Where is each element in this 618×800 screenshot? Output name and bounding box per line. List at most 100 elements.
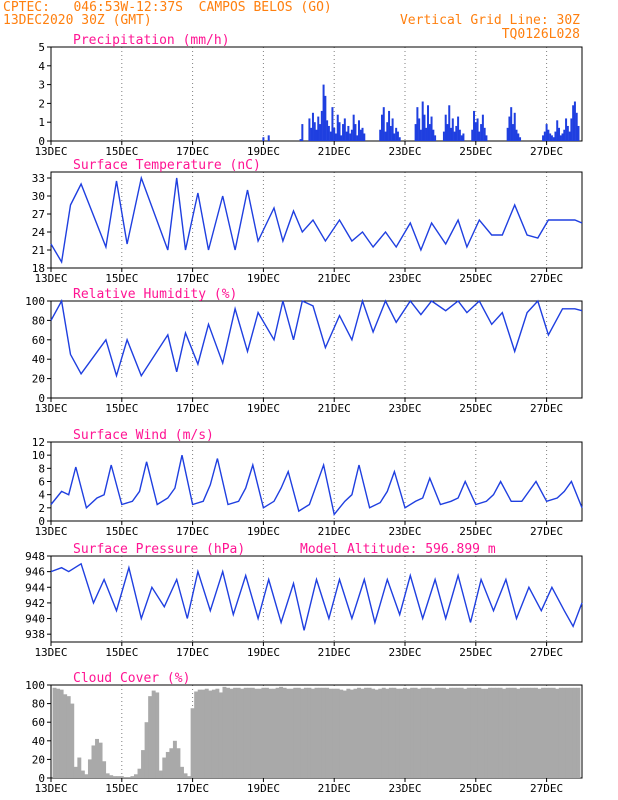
- x-tick-label: 15DEC: [105, 145, 138, 158]
- y-tick-label: 948: [25, 550, 45, 563]
- cloud-bar: [119, 776, 124, 778]
- cloud-bar: [544, 687, 549, 778]
- precip-bar: [389, 125, 392, 141]
- cloud-bar: [523, 687, 528, 778]
- series-line: [50, 455, 583, 516]
- cloud-bar: [342, 690, 347, 778]
- precip-bar: [575, 112, 578, 141]
- cloud-bar: [162, 757, 167, 778]
- cloud-bar: [346, 688, 351, 778]
- precip-bar: [320, 110, 323, 141]
- precip-bar: [430, 116, 433, 141]
- precip-bar: [380, 114, 383, 141]
- cloud-bar: [328, 688, 333, 778]
- x-tick-label: 13DEC: [34, 646, 67, 659]
- cloud-bar: [268, 688, 273, 778]
- precip-bar: [342, 124, 345, 141]
- panel-frame: [50, 441, 583, 522]
- precip-bar: [414, 124, 417, 141]
- precip-bar: [308, 118, 311, 141]
- cloud-bar: [300, 688, 305, 778]
- x-tick-label: 13DEC: [34, 145, 67, 158]
- x-tick-label: 13DEC: [34, 525, 67, 538]
- precip-bar: [379, 129, 382, 141]
- precip-bar: [427, 105, 430, 141]
- cloud-bar: [417, 688, 422, 778]
- precip-bar: [513, 112, 516, 141]
- precip-bar: [349, 133, 352, 141]
- cloud-bar: [314, 687, 319, 778]
- precip-bar: [428, 124, 431, 141]
- y-tick-label: 6: [38, 476, 45, 489]
- precip-bar: [434, 135, 437, 141]
- cloud-bar: [307, 687, 312, 778]
- precip-bar: [322, 84, 325, 141]
- cloud-bar: [187, 776, 192, 778]
- cloud-bar: [98, 742, 103, 778]
- cloud-bar: [565, 687, 570, 778]
- cloud-bar: [240, 688, 245, 778]
- precip-bar: [572, 105, 575, 141]
- precip-bar: [483, 127, 486, 141]
- panel-annotation: Model Altitude: 596.899 m: [300, 542, 496, 557]
- y-tick-label: 27: [32, 208, 45, 221]
- precip-bar: [327, 125, 330, 141]
- x-tick-label: 17DEC: [176, 145, 209, 158]
- x-tick-label: 17DEC: [176, 782, 209, 795]
- y-tick-label: 1: [38, 116, 45, 129]
- precip-bar: [338, 122, 341, 141]
- cloud-bar: [498, 687, 503, 778]
- y-tick-label: 80: [32, 698, 45, 711]
- precip-bar: [345, 131, 348, 141]
- panel-frame: [50, 46, 583, 142]
- cloud-bar: [236, 687, 241, 778]
- x-tick-label: 17DEC: [176, 525, 209, 538]
- precip-bar: [559, 135, 562, 141]
- precip-bar: [547, 129, 550, 141]
- cloud-bar: [66, 696, 71, 778]
- precip-bar: [382, 107, 385, 141]
- cloud-bar: [318, 687, 323, 778]
- cloud-bar: [466, 687, 471, 778]
- cloud-bar: [87, 759, 92, 778]
- cloud-bar: [392, 687, 397, 778]
- panel-frame: [50, 171, 583, 269]
- y-tick-label: 10: [32, 449, 45, 462]
- precip-bar: [554, 131, 557, 141]
- precip-bar: [267, 135, 270, 141]
- cloud-bar: [371, 688, 376, 778]
- y-tick-label: 0: [38, 515, 45, 528]
- precip-bar: [421, 101, 424, 141]
- precip-bar: [336, 114, 339, 141]
- cloud-bar: [155, 692, 160, 778]
- x-tick-label: 19DEC: [247, 782, 280, 795]
- cloud-bar: [243, 687, 248, 778]
- x-tick-label: 21DEC: [318, 272, 351, 285]
- cloud-bar: [80, 770, 85, 778]
- cloud-bar: [158, 770, 163, 778]
- cloud-bar: [576, 687, 581, 778]
- x-tick-label: 25DEC: [459, 782, 492, 795]
- cloud-bar: [56, 688, 61, 778]
- cloud-bar: [502, 688, 507, 778]
- cloud-bar: [505, 687, 510, 778]
- cloud-bar: [413, 687, 418, 778]
- precip-bar: [446, 124, 449, 141]
- cloud-bar: [130, 776, 135, 778]
- cloud-bar: [321, 687, 326, 778]
- header-date: 13DEC2020 30Z (GMT): [3, 13, 152, 28]
- cloud-bar: [264, 687, 269, 778]
- x-tick-label: 21DEC: [318, 782, 351, 795]
- series-line: [50, 175, 583, 265]
- cloud-bar: [548, 687, 553, 778]
- y-tick-label: 20: [32, 373, 45, 386]
- cloud-bar: [477, 687, 482, 778]
- cloud-bar: [180, 766, 184, 778]
- cloud-bar: [332, 688, 337, 778]
- cloud-bar: [463, 688, 468, 778]
- y-tick-label: 40: [32, 353, 45, 366]
- cloud-bar: [562, 687, 567, 778]
- cloud-bar: [257, 688, 262, 778]
- cloud-bar: [141, 750, 146, 778]
- y-tick-label: 60: [32, 334, 45, 347]
